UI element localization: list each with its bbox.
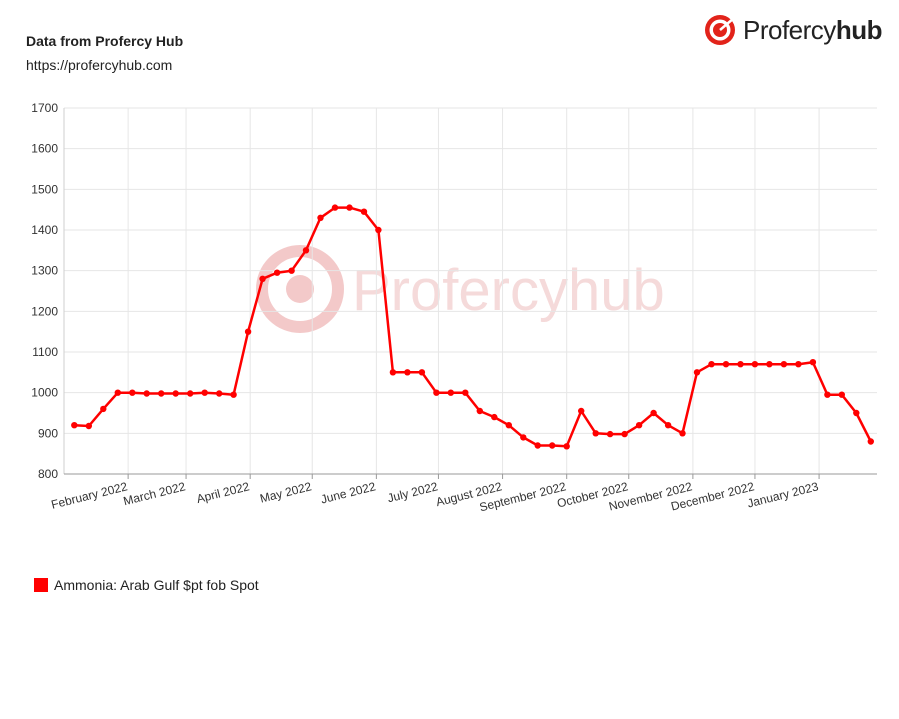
y-tick-label: 1700 [31,101,58,115]
x-tick-label: June 2022 [319,479,377,506]
data-point [621,430,628,438]
data-point [838,391,845,398]
data-point [476,407,483,415]
data-point [780,361,788,368]
data-point [187,390,194,397]
data-point [693,369,701,376]
data-point [491,413,498,421]
data-point [71,422,78,429]
data-point [867,438,874,445]
data-point [259,275,266,282]
legend-swatch [34,577,48,592]
y-tick-label: 900 [38,426,58,440]
data-point [230,391,237,398]
data-point [462,389,469,396]
chart-series [71,204,874,450]
data-point [100,405,107,413]
data-point [520,434,527,441]
data-point [447,389,454,396]
x-tick-label: April 2022 [195,479,251,506]
data-point [578,407,585,415]
y-tick-label: 1500 [31,182,58,196]
data-point [404,369,411,376]
data-point [129,389,136,396]
data-point [534,442,541,449]
data-point [505,422,512,429]
logo-text: Profercyhub [743,14,882,45]
data-point [737,361,744,368]
source-title: Data from Profercy Hub [26,33,184,49]
data-point [664,422,672,429]
data-point [85,422,93,430]
source-url[interactable]: https://profercyhub.com [26,57,173,73]
legend-item[interactable]: Ammonia: Arab Gulf $pt fob Spot [34,573,259,596]
data-point [635,422,643,429]
data-point [331,204,339,211]
data-point [114,389,122,396]
series-line-0 [74,206,872,448]
data-point [606,430,614,438]
data-point [433,389,440,396]
watermark-icon [256,245,344,333]
x-tick-label: February 2022 [50,479,129,512]
y-tick-label: 1200 [31,304,58,318]
y-tick-label: 1100 [32,345,58,359]
x-tick-label: July 2022 [386,479,440,505]
data-point [766,361,773,368]
data-point [418,369,426,376]
data-point [375,226,382,234]
data-point [824,391,831,398]
data-point [708,361,715,368]
watermark-text: Profercyhub [352,258,665,323]
data-point [317,214,324,221]
brand-logo: Profercyhub [703,13,882,47]
data-point [795,361,802,368]
data-point [216,390,223,397]
data-point [360,208,368,215]
legend-label: Ammonia: Arab Gulf $pt fob Spot [54,576,259,593]
chart-legend: Ammonia: Arab Gulf $pt fob Spot [34,573,259,596]
x-tick-label: March 2022 [122,479,187,508]
data-point [172,390,179,397]
data-point [389,369,397,376]
target-logo-icon [705,15,735,45]
data-point [751,361,759,368]
data-point [679,430,686,437]
data-point [809,359,817,366]
watermark-icon-center [286,275,314,303]
data-point [302,247,310,254]
data-point [722,361,730,368]
data-point [273,269,281,276]
x-tick-label: May 2022 [258,479,313,505]
data-point [346,204,353,211]
data-point [244,328,252,335]
data-point [143,390,150,397]
data-point [592,430,599,437]
data-point [288,267,295,274]
data-point [158,390,165,397]
data-point [549,442,556,449]
chart-grid [64,107,877,475]
y-tick-label: 1300 [31,264,58,278]
y-tick-label: 800 [38,467,58,481]
data-point [201,389,208,396]
data-point [650,409,657,417]
y-tick-label: 1600 [31,142,58,156]
y-tick-label: 1400 [31,223,58,237]
watermark: Profercyhub [256,245,665,333]
data-point [563,443,570,450]
y-tick-label: 1000 [31,386,58,400]
data-point [853,409,860,417]
x-tick-label: January 2023 [746,479,820,510]
